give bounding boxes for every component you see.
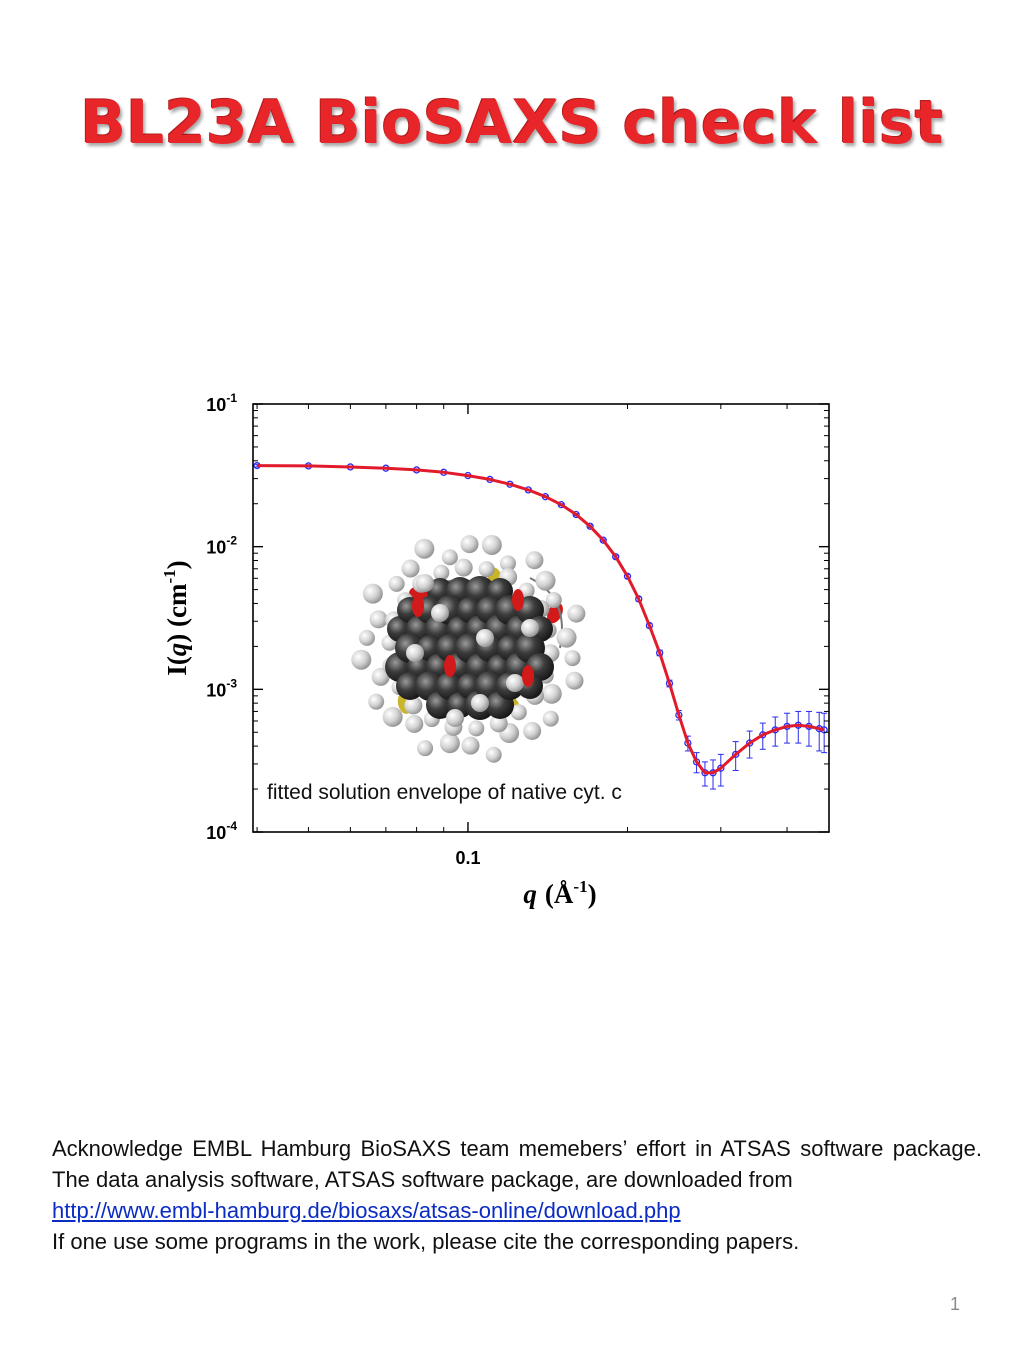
citation-note: If one use some programs in the work, pl… [52,1229,800,1254]
envelope-sphere [406,644,424,662]
envelope-sphere [535,570,556,591]
envelope-sphere [454,558,473,577]
envelope-sphere [461,736,480,755]
envelope-sphere [499,555,516,572]
envelope-sphere [446,709,464,727]
saxs-chart: 10-1 10-2 10-3 10-4 0.1 fitted solution enve… [140,380,860,920]
envelope-sphere [358,629,375,646]
envelope-sphere [405,714,424,733]
envelope-sphere [545,592,562,609]
envelope-sphere [433,564,450,581]
envelope-sphere [564,650,581,667]
envelope-sphere [460,535,479,554]
page-number: 1 [949,1294,960,1314]
envelope-sphere [388,575,405,592]
inset-caption: fitted solution envelope of native cyt. … [267,781,622,804]
fit-line [257,464,825,775]
acknowledgement: Acknowledge EMBL Hamburg BioSAXS team me… [52,1133,982,1257]
protein-envelope-inset [351,534,586,763]
envelope-sphere [368,693,385,710]
helix-segment [444,655,456,677]
envelope-sphere [481,534,502,555]
envelope-sphere [371,667,390,686]
data-point [612,553,620,561]
data-point [717,764,725,772]
envelope-sphere [510,704,527,721]
envelope-sphere [565,671,584,690]
envelope-sphere [404,696,423,715]
envelope-sphere [521,619,539,637]
envelope-sphere [362,583,383,604]
y-tick-label: 10-4 [206,819,237,843]
envelope-sphere [416,574,434,592]
envelope-sphere [556,627,577,648]
helix-segment [512,589,524,611]
envelope-sphere [382,706,403,727]
envelope-sphere [476,629,494,647]
envelope-sphere [525,551,544,570]
y-axis-label: I(q) (cm-1) [160,560,192,675]
atsas-download-link[interactable]: http://www.embl-hamburg.de/biosaxs/atsas… [52,1198,681,1223]
x-axis-label-close: ) [588,879,597,909]
envelope-sphere [523,721,542,740]
helix-segment [412,595,424,617]
data-point [732,750,740,759]
y-axis-label-var: q [162,643,192,657]
y-axis-label-pre: I( [162,656,192,676]
x-axis-label: q (Å-1) [523,877,596,909]
envelope-sphere [489,714,508,733]
helix-segment [522,665,534,687]
y-axis-label-close: ) [162,560,192,569]
envelope-sphere [541,683,562,704]
envelope-sphere [417,740,434,757]
y-tick-label: 10-3 [206,676,237,700]
x-axis-label-sup: -1 [573,877,587,896]
envelope-sphere [567,604,586,623]
envelope-sphere [351,649,372,670]
slide-title: BL23A BioSAXS check list [80,88,944,158]
data-point [745,739,754,747]
x-tick-label: 0.1 [455,848,480,868]
envelope-sphere [478,561,495,578]
acknowledgement-text: Acknowledge EMBL Hamburg BioSAXS team me… [52,1136,982,1192]
envelope-sphere [369,610,388,629]
envelope-sphere [468,720,485,737]
data-point [572,510,580,519]
envelope-sphere [506,674,524,692]
envelope-sphere [439,733,460,754]
envelope-sphere [441,549,458,566]
envelope-sphere [401,559,420,578]
envelope-sphere [471,694,489,712]
y-tick-label: 10-1 [206,391,237,415]
x-axis-label-var: q [523,879,537,909]
y-axis-label-unit: ) (cm [162,583,192,643]
y-tick-label: 10-2 [206,534,237,558]
data-point [599,536,607,544]
envelope-sphere [414,538,435,559]
x-axis-label-unit: (Å [545,879,574,909]
y-axis-label-sup: -1 [160,569,179,583]
saxs-chart-svg: 10-1 10-2 10-3 10-4 0.1 fitted solution enve… [160,391,830,909]
envelope-sphere [485,746,502,763]
envelope-sphere [431,604,449,622]
data-point [586,522,594,530]
envelope-sphere [542,710,559,727]
plot-frame [252,403,830,833]
